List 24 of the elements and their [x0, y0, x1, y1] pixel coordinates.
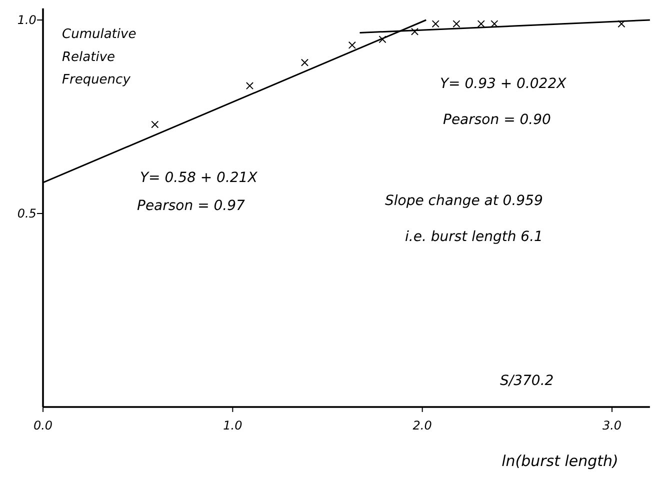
x-tick-label: 2.0 — [412, 418, 432, 432]
y-tick-label: 0.5 — [17, 206, 36, 220]
annotation: Y= 0.58 + 0.21X — [140, 170, 258, 186]
annotation: Y= 0.93 + 0.022X — [440, 76, 567, 92]
x-tick-label: 0.0 — [33, 418, 53, 432]
point — [246, 82, 254, 90]
point — [452, 20, 460, 28]
annotation: Slope change at 0.959 — [385, 193, 543, 209]
point — [477, 20, 485, 28]
annotation: Pearson = 0.90 — [443, 112, 552, 128]
y-axis-title: Cumulative Relative Frequency — [62, 27, 136, 88]
point — [618, 20, 626, 28]
point — [378, 36, 386, 44]
x-axis-title: ln(burst length) — [502, 452, 618, 470]
x-tick-label: 3.0 — [602, 418, 622, 432]
annotation: i.e. burst length 6.1 — [405, 229, 543, 245]
annotation: Pearson = 0.97 — [137, 198, 246, 214]
point — [410, 28, 419, 36]
point — [151, 120, 159, 128]
point — [432, 20, 440, 28]
x-tick-label: 1.0 — [223, 418, 243, 432]
point — [300, 58, 309, 66]
annotation: S/370.2 — [500, 373, 554, 389]
point — [348, 41, 356, 49]
